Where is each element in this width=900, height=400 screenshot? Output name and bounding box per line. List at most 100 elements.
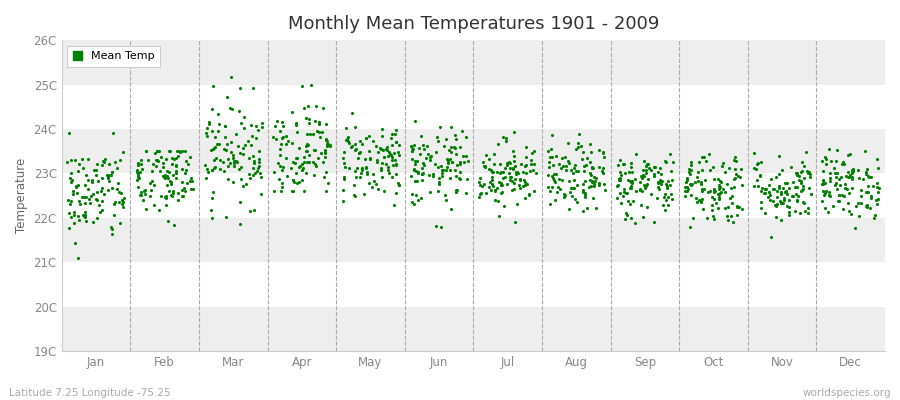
Point bbox=[319, 137, 333, 144]
Point bbox=[170, 148, 184, 154]
Point bbox=[778, 188, 793, 195]
Point bbox=[460, 176, 474, 182]
Point bbox=[208, 144, 222, 150]
Point bbox=[851, 174, 866, 181]
Point bbox=[620, 190, 634, 196]
Point bbox=[640, 161, 654, 168]
Point bbox=[734, 206, 749, 212]
Point bbox=[347, 147, 362, 153]
Point bbox=[449, 186, 464, 193]
Point bbox=[183, 178, 197, 184]
Point bbox=[108, 199, 122, 205]
Point bbox=[727, 176, 742, 182]
Point bbox=[207, 145, 221, 151]
Point bbox=[418, 162, 432, 168]
Point bbox=[136, 197, 150, 204]
Point bbox=[315, 128, 329, 135]
Point bbox=[168, 170, 183, 176]
Point bbox=[774, 188, 788, 195]
Point bbox=[181, 161, 195, 168]
Point bbox=[822, 189, 836, 196]
Point bbox=[224, 138, 238, 145]
Point bbox=[245, 132, 259, 139]
Point bbox=[309, 161, 323, 168]
Point bbox=[485, 169, 500, 176]
Point bbox=[828, 170, 842, 176]
Point bbox=[224, 149, 238, 156]
Point bbox=[655, 178, 670, 184]
Point bbox=[101, 174, 115, 180]
Point bbox=[161, 168, 176, 175]
Point bbox=[568, 146, 582, 152]
Point bbox=[729, 158, 743, 164]
Point bbox=[179, 167, 194, 173]
Point bbox=[472, 194, 487, 200]
Point bbox=[104, 172, 118, 178]
Point bbox=[762, 189, 777, 196]
Point bbox=[543, 200, 557, 207]
Point bbox=[796, 175, 811, 182]
Point bbox=[613, 175, 627, 182]
Point bbox=[482, 156, 497, 162]
Point bbox=[101, 187, 115, 193]
Point bbox=[64, 214, 78, 220]
Point bbox=[410, 158, 425, 164]
Point bbox=[461, 157, 475, 164]
Point bbox=[582, 177, 597, 183]
Point bbox=[139, 148, 153, 154]
Point bbox=[488, 187, 502, 193]
Point bbox=[379, 146, 393, 152]
Point bbox=[273, 152, 287, 158]
Point bbox=[285, 109, 300, 116]
Point bbox=[337, 149, 351, 155]
Point bbox=[130, 174, 145, 180]
Point bbox=[616, 161, 630, 167]
Point bbox=[300, 148, 314, 154]
Point bbox=[381, 153, 395, 159]
Point bbox=[337, 174, 351, 181]
Point bbox=[690, 173, 705, 180]
Point bbox=[815, 198, 830, 204]
Point bbox=[308, 147, 322, 154]
Point bbox=[93, 209, 107, 216]
Point bbox=[292, 164, 306, 170]
Point bbox=[694, 197, 708, 203]
Point bbox=[341, 140, 356, 146]
Point bbox=[358, 134, 373, 141]
Point bbox=[388, 130, 402, 137]
Point bbox=[824, 178, 838, 184]
Point bbox=[792, 210, 806, 216]
Point bbox=[347, 140, 362, 147]
Point bbox=[770, 188, 784, 195]
Point bbox=[226, 178, 240, 185]
Point bbox=[243, 208, 257, 214]
Point bbox=[391, 180, 405, 186]
Point bbox=[166, 188, 180, 194]
Point bbox=[659, 197, 673, 204]
Point bbox=[176, 185, 191, 192]
Point bbox=[653, 181, 668, 188]
Point bbox=[173, 149, 187, 155]
Point bbox=[374, 133, 389, 139]
Point bbox=[799, 168, 814, 174]
Point bbox=[178, 158, 193, 164]
Point bbox=[570, 181, 584, 188]
Point bbox=[771, 171, 786, 178]
Point bbox=[78, 212, 93, 218]
Point bbox=[130, 162, 145, 168]
Point bbox=[624, 179, 638, 185]
Point bbox=[577, 192, 591, 198]
Point bbox=[854, 187, 868, 193]
Point bbox=[734, 166, 748, 172]
Point bbox=[273, 163, 287, 170]
Point bbox=[213, 156, 228, 163]
Point bbox=[211, 128, 225, 134]
Point bbox=[292, 163, 307, 169]
Point bbox=[72, 197, 86, 204]
Point bbox=[383, 135, 398, 142]
Point bbox=[543, 188, 557, 194]
Point bbox=[166, 190, 180, 196]
Point bbox=[622, 168, 636, 175]
Point bbox=[162, 148, 176, 154]
Point bbox=[62, 210, 77, 216]
